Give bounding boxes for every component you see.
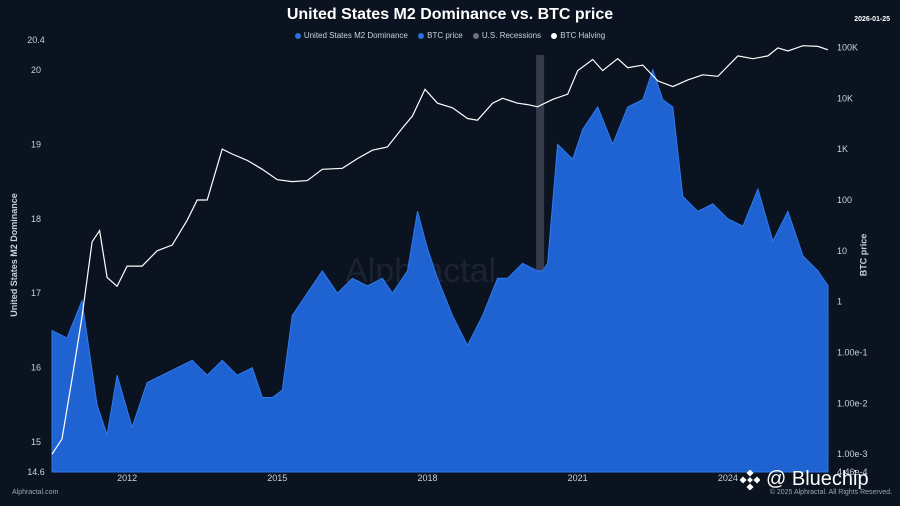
left-tick-label-3: 17 [31, 288, 41, 298]
x-tick-label-1: 2015 [267, 473, 287, 483]
bluechip-watermark: @ Bluechip [740, 468, 869, 491]
legend-item-m2[interactable]: United States M2 Dominance [294, 31, 408, 40]
series-btc-line [51, 45, 829, 455]
right-tick-label-5: 10 [837, 246, 847, 256]
legend-dot-btc [418, 32, 425, 39]
right-tick-label-7: 1K [837, 144, 848, 154]
legend-label-btc: BTC price [427, 31, 463, 40]
left-tick-label-7: 20.4 [27, 35, 45, 45]
left-tick-label-4: 18 [31, 214, 41, 224]
legend-dot-halving [551, 32, 558, 39]
series-m2-area [51, 68, 829, 473]
right-tick-label-6: 100 [837, 195, 852, 205]
right-axis-label: BTC price [858, 233, 869, 277]
legend-dot-m2 [294, 32, 301, 39]
left-tick-label-5: 19 [31, 139, 41, 149]
legend-item-btc[interactable]: BTC price [418, 31, 463, 40]
bluechip-label: @ Bluechip [766, 468, 869, 490]
legend-label-recessions: U.S. Recessions [481, 31, 542, 40]
legend-label-m2: United States M2 Dominance [303, 31, 408, 40]
chart-title: United States M2 Dominance vs. BTC price [286, 6, 614, 23]
right-tick-label-8: 10K [837, 93, 853, 103]
footer-copyright: © 2025 Alphractal. All Rights Reserved. [769, 489, 892, 496]
left-axis-label: United States M2 Dominance [8, 193, 19, 317]
x-tick-label-3: 2021 [568, 473, 588, 483]
legend-dot-recessions [472, 32, 479, 39]
right-tick-label-0: 4.46e-4 [837, 467, 868, 477]
right-tick-label-3: 1.00e-1 [837, 347, 868, 357]
recession-band-0 [536, 55, 545, 472]
left-tick-label-0: 14.6 [27, 467, 45, 477]
right-tick-label-1: 1.00e-3 [837, 449, 868, 459]
legend-label-halving: BTC Halving [560, 31, 606, 40]
x-tick-label-2: 2018 [417, 473, 437, 483]
left-tick-label-6: 20 [31, 65, 41, 75]
left-tick-label-1: 15 [31, 437, 41, 447]
right-tick-label-2: 1.00e-2 [837, 398, 868, 408]
x-tick-label-4: 2024 [718, 473, 738, 483]
x-tick-label-0: 2012 [117, 473, 137, 483]
legend-item-halving[interactable]: BTC Halving [551, 31, 605, 40]
legend-item-recessions[interactable]: U.S. Recessions [472, 31, 542, 40]
right-tick-label-9: 100K [837, 42, 858, 52]
legend: United States M2 Dominance BTC price U.S… [0, 31, 900, 41]
footer-site[interactable]: Alphractal.com [12, 489, 59, 496]
left-tick-label-2: 16 [31, 363, 41, 373]
right-tick-label-4: 1 [837, 297, 842, 307]
binance-logo-icon [740, 469, 760, 490]
date-label: 2026-01-25 [854, 16, 890, 23]
